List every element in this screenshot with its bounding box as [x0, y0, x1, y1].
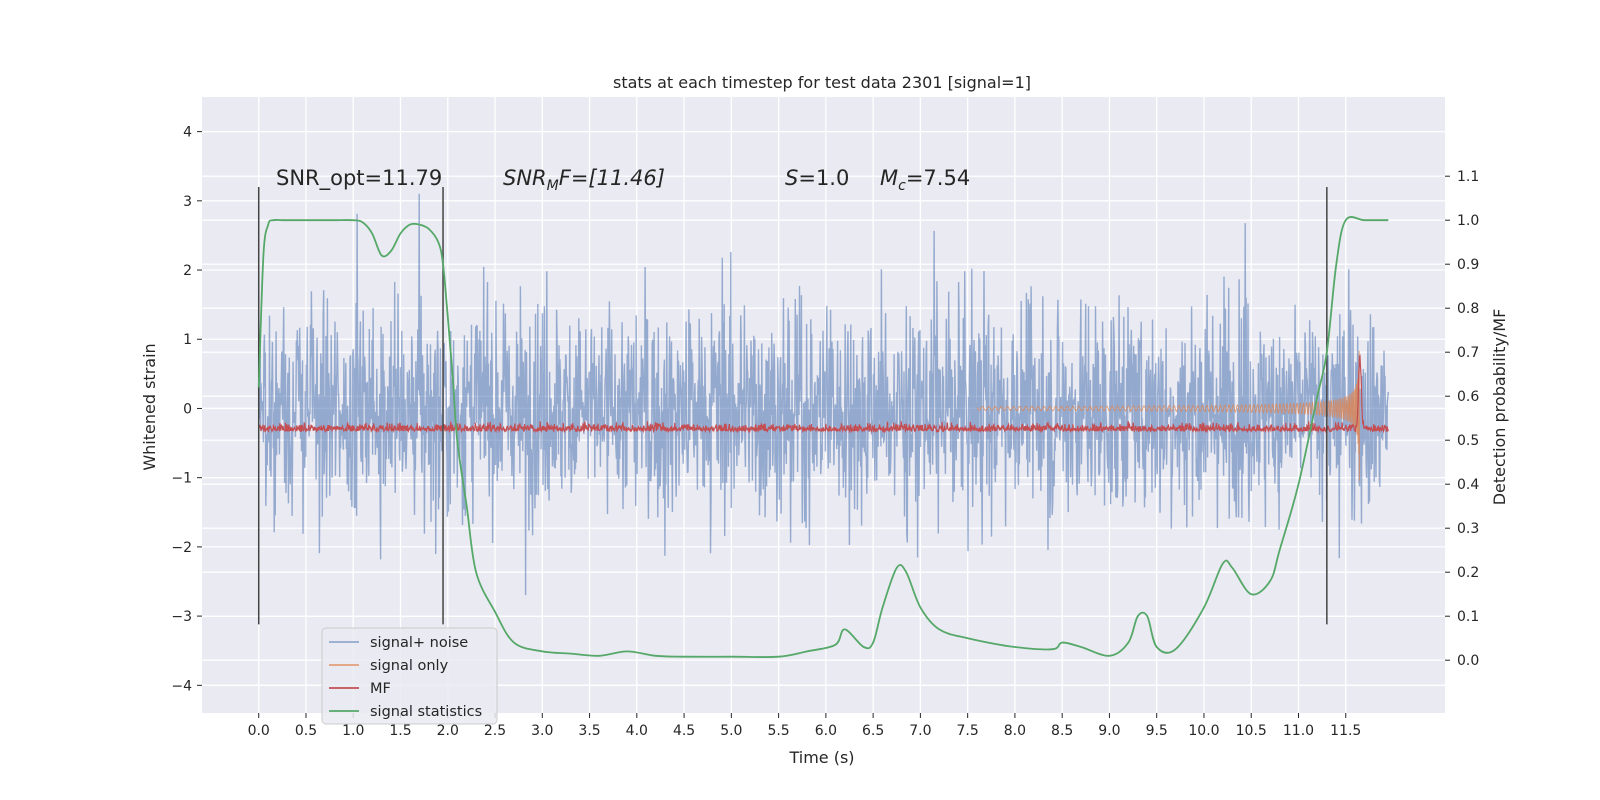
- x-tick-label: 4.5: [673, 723, 695, 739]
- x-tick-label: 10.0: [1188, 723, 1219, 739]
- y-tick-label-right: 0.0: [1457, 653, 1479, 669]
- legend-item-signal-only-label: signal only: [370, 658, 449, 674]
- x-tick-label: 9.5: [1146, 723, 1168, 739]
- x-tick-label: 7.0: [909, 723, 931, 739]
- x-tick-label: 4.0: [626, 723, 648, 739]
- series-signal-plus-noise: [258, 193, 1389, 596]
- legend-box: [321, 627, 498, 725]
- y-tick-label-right: 0.8: [1457, 301, 1479, 317]
- legend-item-mf-label: MF: [370, 681, 391, 697]
- x-tick-label: 10.5: [1236, 723, 1267, 739]
- x-tick-label: 9.0: [1098, 723, 1120, 739]
- annotation-snr-opt: SNR_opt=11.79: [276, 166, 442, 191]
- y-tick-label-left: −1: [171, 471, 192, 487]
- legend-item-signal-plus-noise-label: signal+ noise: [370, 635, 468, 651]
- y-tick-label-right: 0.6: [1457, 389, 1479, 405]
- x-tick-label: 5.5: [767, 723, 789, 739]
- x-tick-label: 3.0: [531, 723, 553, 739]
- series-signal-only: [976, 350, 1361, 481]
- y-tick-label-right: 0.9: [1457, 257, 1479, 273]
- y-tick-label-left: 3: [183, 194, 192, 210]
- annotation-s: S=1.0: [785, 166, 849, 190]
- x-tick-label: 0.0: [248, 723, 270, 739]
- y-axis-label-right: Detection probability/MF: [1490, 309, 1509, 506]
- y-tick-label-right: 1.1: [1457, 169, 1479, 185]
- x-tick-label: 2.5: [484, 723, 506, 739]
- y-tick-label-right: 0.5: [1457, 433, 1479, 449]
- x-tick-label: 1.0: [342, 723, 364, 739]
- y-tick-label-right: 0.4: [1457, 477, 1479, 493]
- y-tick-label-left: 1: [183, 332, 192, 348]
- x-tick-label: 6.0: [815, 723, 837, 739]
- y-tick-label-left: −4: [171, 678, 192, 694]
- x-tick-label: 6.5: [862, 723, 884, 739]
- y-axis-label-left: Whitened strain: [140, 343, 159, 470]
- y-tick-label-left: 0: [183, 401, 192, 417]
- x-tick-label: 5.0: [720, 723, 742, 739]
- annotation-mc: Mc=7.54: [880, 166, 970, 194]
- y-tick-label-left: 2: [183, 263, 192, 279]
- y-tick-label-left: −2: [171, 540, 192, 556]
- x-tick-label: 8.5: [1051, 723, 1073, 739]
- x-tick-label: 2.0: [437, 723, 459, 739]
- annotation-snr-mf: SNRMF=[11.46]: [503, 166, 665, 194]
- chart-title: stats at each timestep for test data 230…: [613, 73, 1031, 92]
- x-tick-label: 11.0: [1283, 723, 1314, 739]
- series-mf: [258, 354, 1389, 434]
- legend-item-signal-statistics-label: signal statistics: [370, 704, 482, 720]
- series-signal-statistics: [257, 216, 1389, 658]
- y-tick-label-right: 0.1: [1457, 609, 1479, 625]
- y-tick-label-left: −3: [171, 609, 192, 625]
- y-tick-label-right: 0.7: [1457, 345, 1479, 361]
- x-tick-label: 8.0: [1004, 723, 1026, 739]
- y-tick-label-right: 0.2: [1457, 565, 1479, 581]
- x-tick-label: 0.5: [295, 723, 317, 739]
- y-tick-label-left: 4: [183, 125, 192, 141]
- x-tick-label: 1.5: [389, 723, 411, 739]
- x-tick-label: 7.5: [957, 723, 979, 739]
- x-tick-label: 11.5: [1330, 723, 1361, 739]
- x-axis-label: Time (s): [788, 748, 854, 767]
- y-tick-label-right: 1.0: [1457, 213, 1479, 229]
- y-tick-label-right: 0.3: [1457, 521, 1479, 537]
- x-tick-label: 3.5: [578, 723, 600, 739]
